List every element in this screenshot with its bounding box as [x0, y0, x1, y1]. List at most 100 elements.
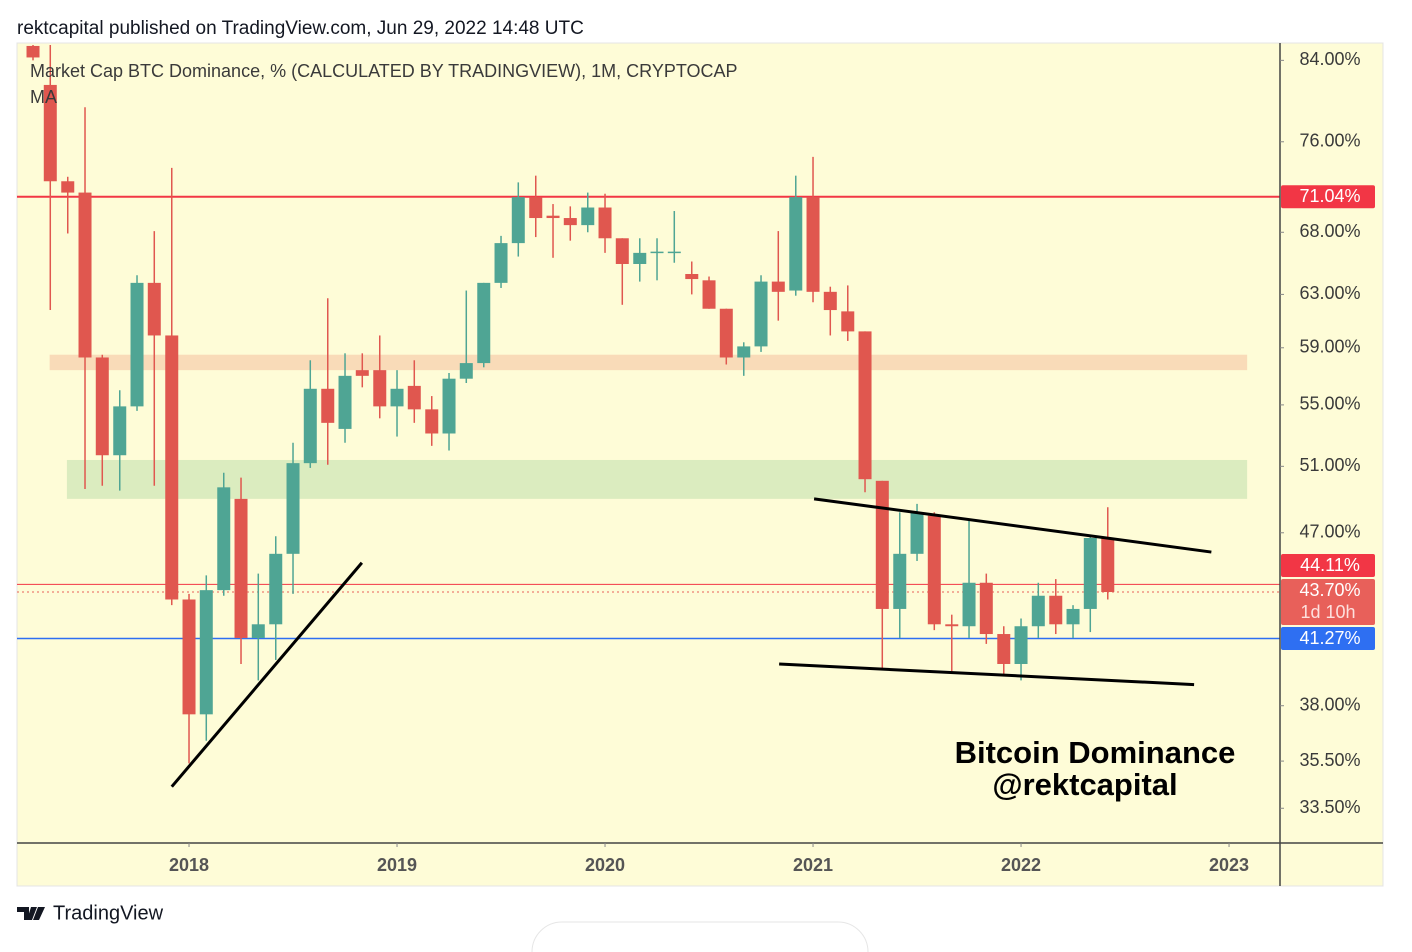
candle-body	[1014, 626, 1028, 664]
series-title: Market Cap BTC Dominance, % (CALCULATED …	[30, 61, 738, 81]
candle-body	[893, 553, 907, 609]
y-tick-label: 38.00%	[1299, 694, 1360, 714]
plot-area	[17, 45, 1280, 788]
candle-body	[459, 363, 473, 379]
x-tick-label: 2021	[793, 855, 833, 875]
candle-body	[875, 480, 889, 609]
candle-body	[1101, 537, 1115, 593]
y-tick-label: 35.50%	[1299, 750, 1360, 770]
candle-body	[338, 375, 352, 429]
candle-body	[945, 624, 959, 627]
trendline	[170, 561, 364, 788]
candle-body	[182, 599, 196, 715]
candle-body	[841, 311, 855, 332]
candle-body	[234, 498, 248, 638]
x-tick-label: 2019	[377, 855, 417, 875]
candle-body	[130, 282, 144, 407]
candle-body	[511, 197, 525, 244]
candle-body	[217, 487, 231, 591]
annotation: @rektcapital	[992, 767, 1177, 802]
candle-body	[165, 335, 179, 600]
indicator-label: MA	[30, 87, 57, 107]
tradingview-logo	[17, 907, 45, 920]
y-tick-label: 84.00%	[1299, 49, 1360, 69]
x-tick-label: 2023	[1209, 855, 1249, 875]
candle-body	[1049, 595, 1063, 625]
y-tick-label: 76.00%	[1299, 131, 1360, 151]
x-tick-label: 2022	[1001, 855, 1041, 875]
candle-body	[685, 274, 699, 280]
candle-body	[95, 357, 109, 456]
price-tag	[1281, 554, 1375, 578]
candle-body	[927, 515, 941, 625]
candle-body	[667, 251, 681, 254]
candle-body	[563, 218, 577, 226]
candle-body	[737, 346, 751, 358]
annotation: Bitcoin Dominance	[955, 735, 1236, 770]
candle-body	[61, 181, 75, 193]
x-tick-label: 2018	[169, 855, 209, 875]
y-tick-label: 47.00%	[1299, 522, 1360, 542]
y-tick-label: 68.00%	[1299, 221, 1360, 241]
price-tag-label: 41.27%	[1299, 628, 1360, 648]
price-tag-label: 44.11%	[1300, 555, 1360, 575]
candle-body	[78, 192, 92, 358]
candle-body	[633, 252, 647, 264]
price-tag-label: 43.70%	[1299, 580, 1360, 600]
candle-body	[771, 281, 785, 292]
candle-body	[1031, 595, 1045, 627]
candle-body	[754, 281, 768, 347]
candle-body	[286, 463, 300, 554]
candle-body	[546, 215, 560, 219]
candle-body	[355, 370, 369, 376]
candle-body	[962, 582, 976, 627]
candle-body	[303, 388, 317, 464]
candle-body	[199, 590, 213, 715]
price-tag	[1281, 185, 1375, 209]
x-tick-label: 2020	[585, 855, 625, 875]
candle-body	[997, 634, 1011, 664]
y-tick-label: 63.00%	[1299, 283, 1360, 303]
candle-body	[269, 553, 283, 625]
candle-body	[113, 406, 127, 456]
price-tag	[1281, 579, 1375, 626]
footer-brand: TradingView	[53, 902, 164, 924]
header: rektcapital published on TradingView.com…	[17, 18, 584, 39]
zone	[66, 459, 1248, 499]
candle-body	[407, 385, 421, 410]
candle-body	[581, 207, 595, 226]
candle-body	[425, 409, 439, 434]
price-tag-label: 71.04%	[1299, 186, 1360, 206]
candle-body	[650, 251, 664, 254]
candle-body	[823, 291, 837, 311]
y-tick-label: 59.00%	[1299, 337, 1360, 357]
candle-body	[979, 582, 993, 635]
candle-body	[321, 388, 335, 423]
candle-body	[702, 280, 716, 309]
candle-body	[442, 378, 456, 434]
candle-body	[598, 207, 612, 239]
candle-body	[26, 45, 40, 58]
candle-body	[373, 370, 387, 407]
candle-body	[1066, 608, 1080, 625]
candle-body	[390, 388, 404, 407]
candle-body	[494, 243, 508, 283]
candle-body	[910, 512, 924, 554]
candle-body	[615, 238, 629, 264]
countdown-label: 1d 10h	[1300, 602, 1355, 622]
price-tag	[1281, 627, 1375, 651]
bottom-toolbar	[531, 921, 869, 952]
y-tick-label: 55.00%	[1299, 394, 1360, 414]
candle-body	[529, 197, 543, 219]
y-tick-label: 51.00%	[1299, 455, 1360, 475]
zone	[49, 354, 1248, 371]
candle-body	[1083, 537, 1097, 609]
candle-body	[43, 84, 57, 182]
candle-body	[147, 282, 161, 336]
candle-body	[477, 282, 491, 364]
trendline	[779, 662, 1195, 687]
candle-body	[719, 308, 733, 358]
candle-body	[251, 624, 265, 638]
y-tick-label: 33.50%	[1299, 797, 1360, 817]
